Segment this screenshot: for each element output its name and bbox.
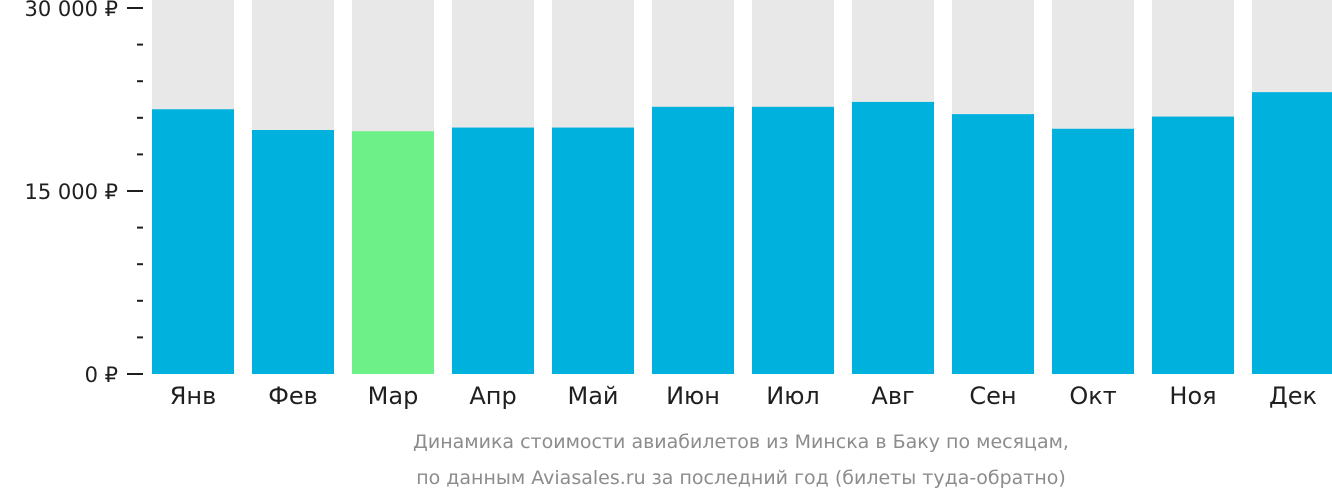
y-tick-label: 15 000 ₽ — [24, 180, 118, 204]
x-tick-label: Окт — [1069, 382, 1116, 410]
x-tick-label: Янв — [170, 382, 217, 410]
y-tick-label: 0 ₽ — [85, 363, 118, 387]
chart-caption-line-1: Динамика стоимости авиабилетов из Минска… — [413, 431, 1069, 453]
x-tick-label: Авг — [871, 382, 914, 410]
x-tick-label: Июн — [666, 382, 720, 410]
x-axis-labels: Янв Фев Мар Апр Май Июн Июл Авг Сен Окт Ноя Дек — [170, 382, 1317, 410]
bar-Фев[interactable] — [252, 130, 334, 374]
x-tick-label: Сен — [969, 382, 1016, 410]
bar-Май[interactable] — [552, 127, 634, 374]
bar-Апр[interactable] — [452, 127, 534, 374]
bar-Июл[interactable] — [752, 106, 834, 374]
bar-Янв[interactable] — [152, 109, 234, 374]
value-bars — [152, 92, 1332, 375]
bar-Ноя[interactable] — [1152, 116, 1234, 374]
y-axis: 0 ₽ 15 000 ₽ 30 000 ₽ — [24, 0, 143, 387]
x-tick-label: Ноя — [1169, 382, 1216, 410]
x-tick-label: Фев — [268, 382, 318, 410]
x-tick-label: Дек — [1269, 382, 1317, 410]
bar-chart: 0 ₽ 15 000 ₽ 30 000 ₽ Янв Фев Мар Апр Май Июн Ию… — [24, 0, 1332, 410]
bar-Июн[interactable] — [652, 106, 734, 374]
bar-Мар[interactable] — [352, 131, 434, 374]
x-tick-label: Июл — [766, 382, 820, 410]
x-tick-label: Апр — [469, 382, 516, 410]
y-tick-label: 30 000 ₽ — [24, 0, 118, 21]
bar-Авг[interactable] — [852, 101, 934, 374]
chart-caption-line-2: по данным Aviasales.ru за последний год … — [416, 467, 1066, 489]
bar-Окт[interactable] — [1052, 128, 1134, 374]
x-tick-label: Мар — [368, 382, 419, 410]
x-tick-label: Май — [567, 382, 618, 410]
bar-Сен[interactable] — [952, 114, 1034, 374]
bar-Дек[interactable] — [1252, 92, 1332, 375]
